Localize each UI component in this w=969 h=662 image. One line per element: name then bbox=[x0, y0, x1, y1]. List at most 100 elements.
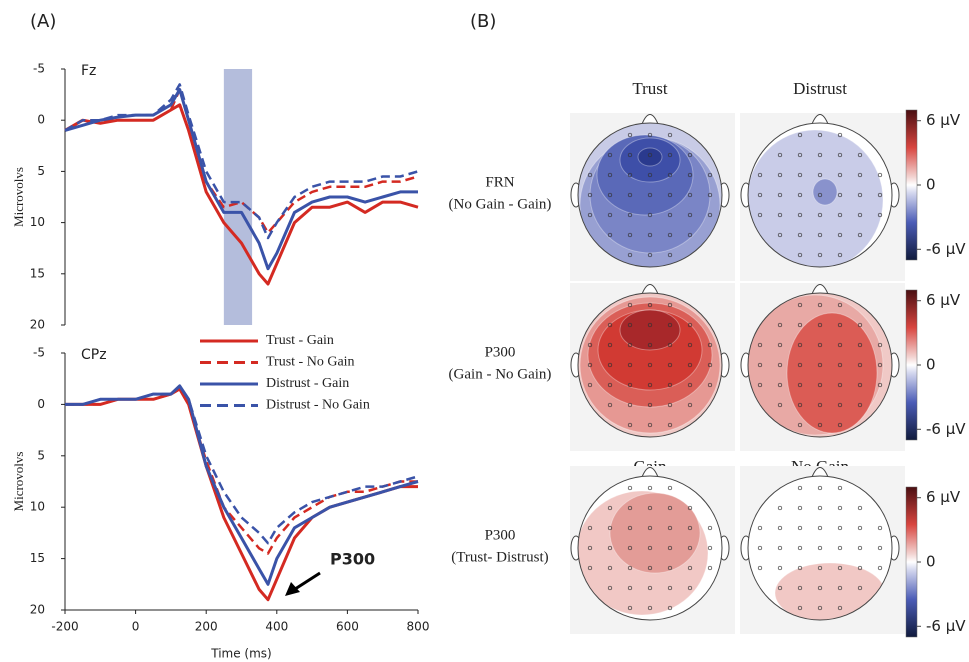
head-nose bbox=[641, 114, 659, 125]
electrode bbox=[647, 362, 653, 368]
electrode bbox=[607, 362, 613, 368]
y-tick-label: 0 bbox=[37, 397, 45, 411]
electrode bbox=[707, 172, 713, 178]
electrode bbox=[587, 172, 593, 178]
electrode bbox=[627, 382, 633, 388]
electrode bbox=[817, 172, 823, 178]
electrode bbox=[757, 362, 763, 368]
electrode bbox=[797, 525, 803, 531]
electrode bbox=[587, 382, 593, 388]
erp-line bbox=[64, 103, 419, 286]
electrode bbox=[757, 382, 763, 388]
electrode bbox=[877, 342, 883, 348]
head-outline bbox=[747, 475, 893, 621]
electrode bbox=[797, 485, 803, 491]
electrode bbox=[667, 152, 673, 158]
electrode bbox=[627, 485, 633, 491]
electrode bbox=[667, 605, 673, 611]
head-outline bbox=[747, 292, 893, 438]
electrode bbox=[707, 382, 713, 388]
electrode bbox=[627, 172, 633, 178]
topomap bbox=[578, 293, 722, 437]
electrode bbox=[817, 232, 823, 238]
electrode bbox=[757, 545, 763, 551]
electrode bbox=[627, 152, 633, 158]
electrode bbox=[667, 362, 673, 368]
colorbar bbox=[905, 289, 918, 441]
electrode bbox=[837, 252, 843, 258]
electrode bbox=[837, 232, 843, 238]
electrode bbox=[627, 232, 633, 238]
electrode bbox=[857, 382, 863, 388]
electrode bbox=[607, 382, 613, 388]
electrode bbox=[607, 342, 613, 348]
electrode bbox=[647, 605, 653, 611]
y-axis-label: Microvolvs bbox=[11, 167, 26, 227]
electrode bbox=[837, 565, 843, 571]
electrode bbox=[837, 172, 843, 178]
annotation-arrowhead bbox=[285, 582, 300, 596]
electrode bbox=[797, 422, 803, 428]
electrode bbox=[797, 342, 803, 348]
electrode bbox=[797, 252, 803, 258]
electrode bbox=[837, 422, 843, 428]
electrode bbox=[877, 382, 883, 388]
electrode bbox=[837, 212, 843, 218]
electrode bbox=[647, 172, 653, 178]
electrode bbox=[797, 585, 803, 591]
electrode bbox=[647, 422, 653, 428]
electrode bbox=[777, 212, 783, 218]
electrode bbox=[777, 342, 783, 348]
electrode bbox=[857, 402, 863, 408]
electrode bbox=[687, 192, 693, 198]
erp-line bbox=[65, 384, 419, 545]
erp-line bbox=[64, 88, 418, 271]
electrode bbox=[817, 382, 823, 388]
electrode bbox=[647, 322, 653, 328]
electrode bbox=[777, 232, 783, 238]
electrode bbox=[587, 545, 593, 551]
y-tick-label: -5 bbox=[33, 62, 45, 76]
erp-line bbox=[65, 387, 418, 555]
electrode bbox=[757, 525, 763, 531]
electrode bbox=[627, 422, 633, 428]
electrode bbox=[647, 505, 653, 511]
electrode bbox=[777, 585, 783, 591]
y-tick-label: -5 bbox=[33, 346, 45, 360]
electrode bbox=[647, 485, 653, 491]
row-sublabel: (Gain - No Gain) bbox=[449, 366, 552, 382]
legend-label: Trust - No Gain bbox=[266, 355, 355, 370]
electrode bbox=[687, 172, 693, 178]
electrode bbox=[707, 545, 713, 551]
topomap-contour bbox=[619, 309, 681, 351]
electrode bbox=[777, 172, 783, 178]
x-tick-label: 800 bbox=[407, 620, 430, 634]
x-tick-label: 400 bbox=[265, 620, 288, 634]
electrode bbox=[817, 402, 823, 408]
electrode bbox=[647, 402, 653, 408]
electrode bbox=[817, 422, 823, 428]
electrode bbox=[707, 342, 713, 348]
electrode bbox=[607, 212, 613, 218]
electrode bbox=[687, 362, 693, 368]
electrode bbox=[627, 585, 633, 591]
column-header: Trust bbox=[632, 79, 668, 98]
head-outline bbox=[747, 122, 893, 268]
electrode bbox=[777, 382, 783, 388]
colorbar-tick-label: -6 µV bbox=[926, 420, 966, 438]
electrode bbox=[627, 212, 633, 218]
electrode bbox=[647, 212, 653, 218]
row-label: FRN bbox=[485, 174, 514, 190]
electrode bbox=[797, 382, 803, 388]
electrode bbox=[817, 152, 823, 158]
electrode bbox=[647, 342, 653, 348]
electrode bbox=[707, 362, 713, 368]
electrode bbox=[837, 545, 843, 551]
electrode bbox=[707, 212, 713, 218]
electrode bbox=[797, 605, 803, 611]
electrode bbox=[857, 212, 863, 218]
electrode bbox=[667, 505, 673, 511]
electrode bbox=[607, 545, 613, 551]
electrode bbox=[777, 505, 783, 511]
electrode bbox=[817, 485, 823, 491]
